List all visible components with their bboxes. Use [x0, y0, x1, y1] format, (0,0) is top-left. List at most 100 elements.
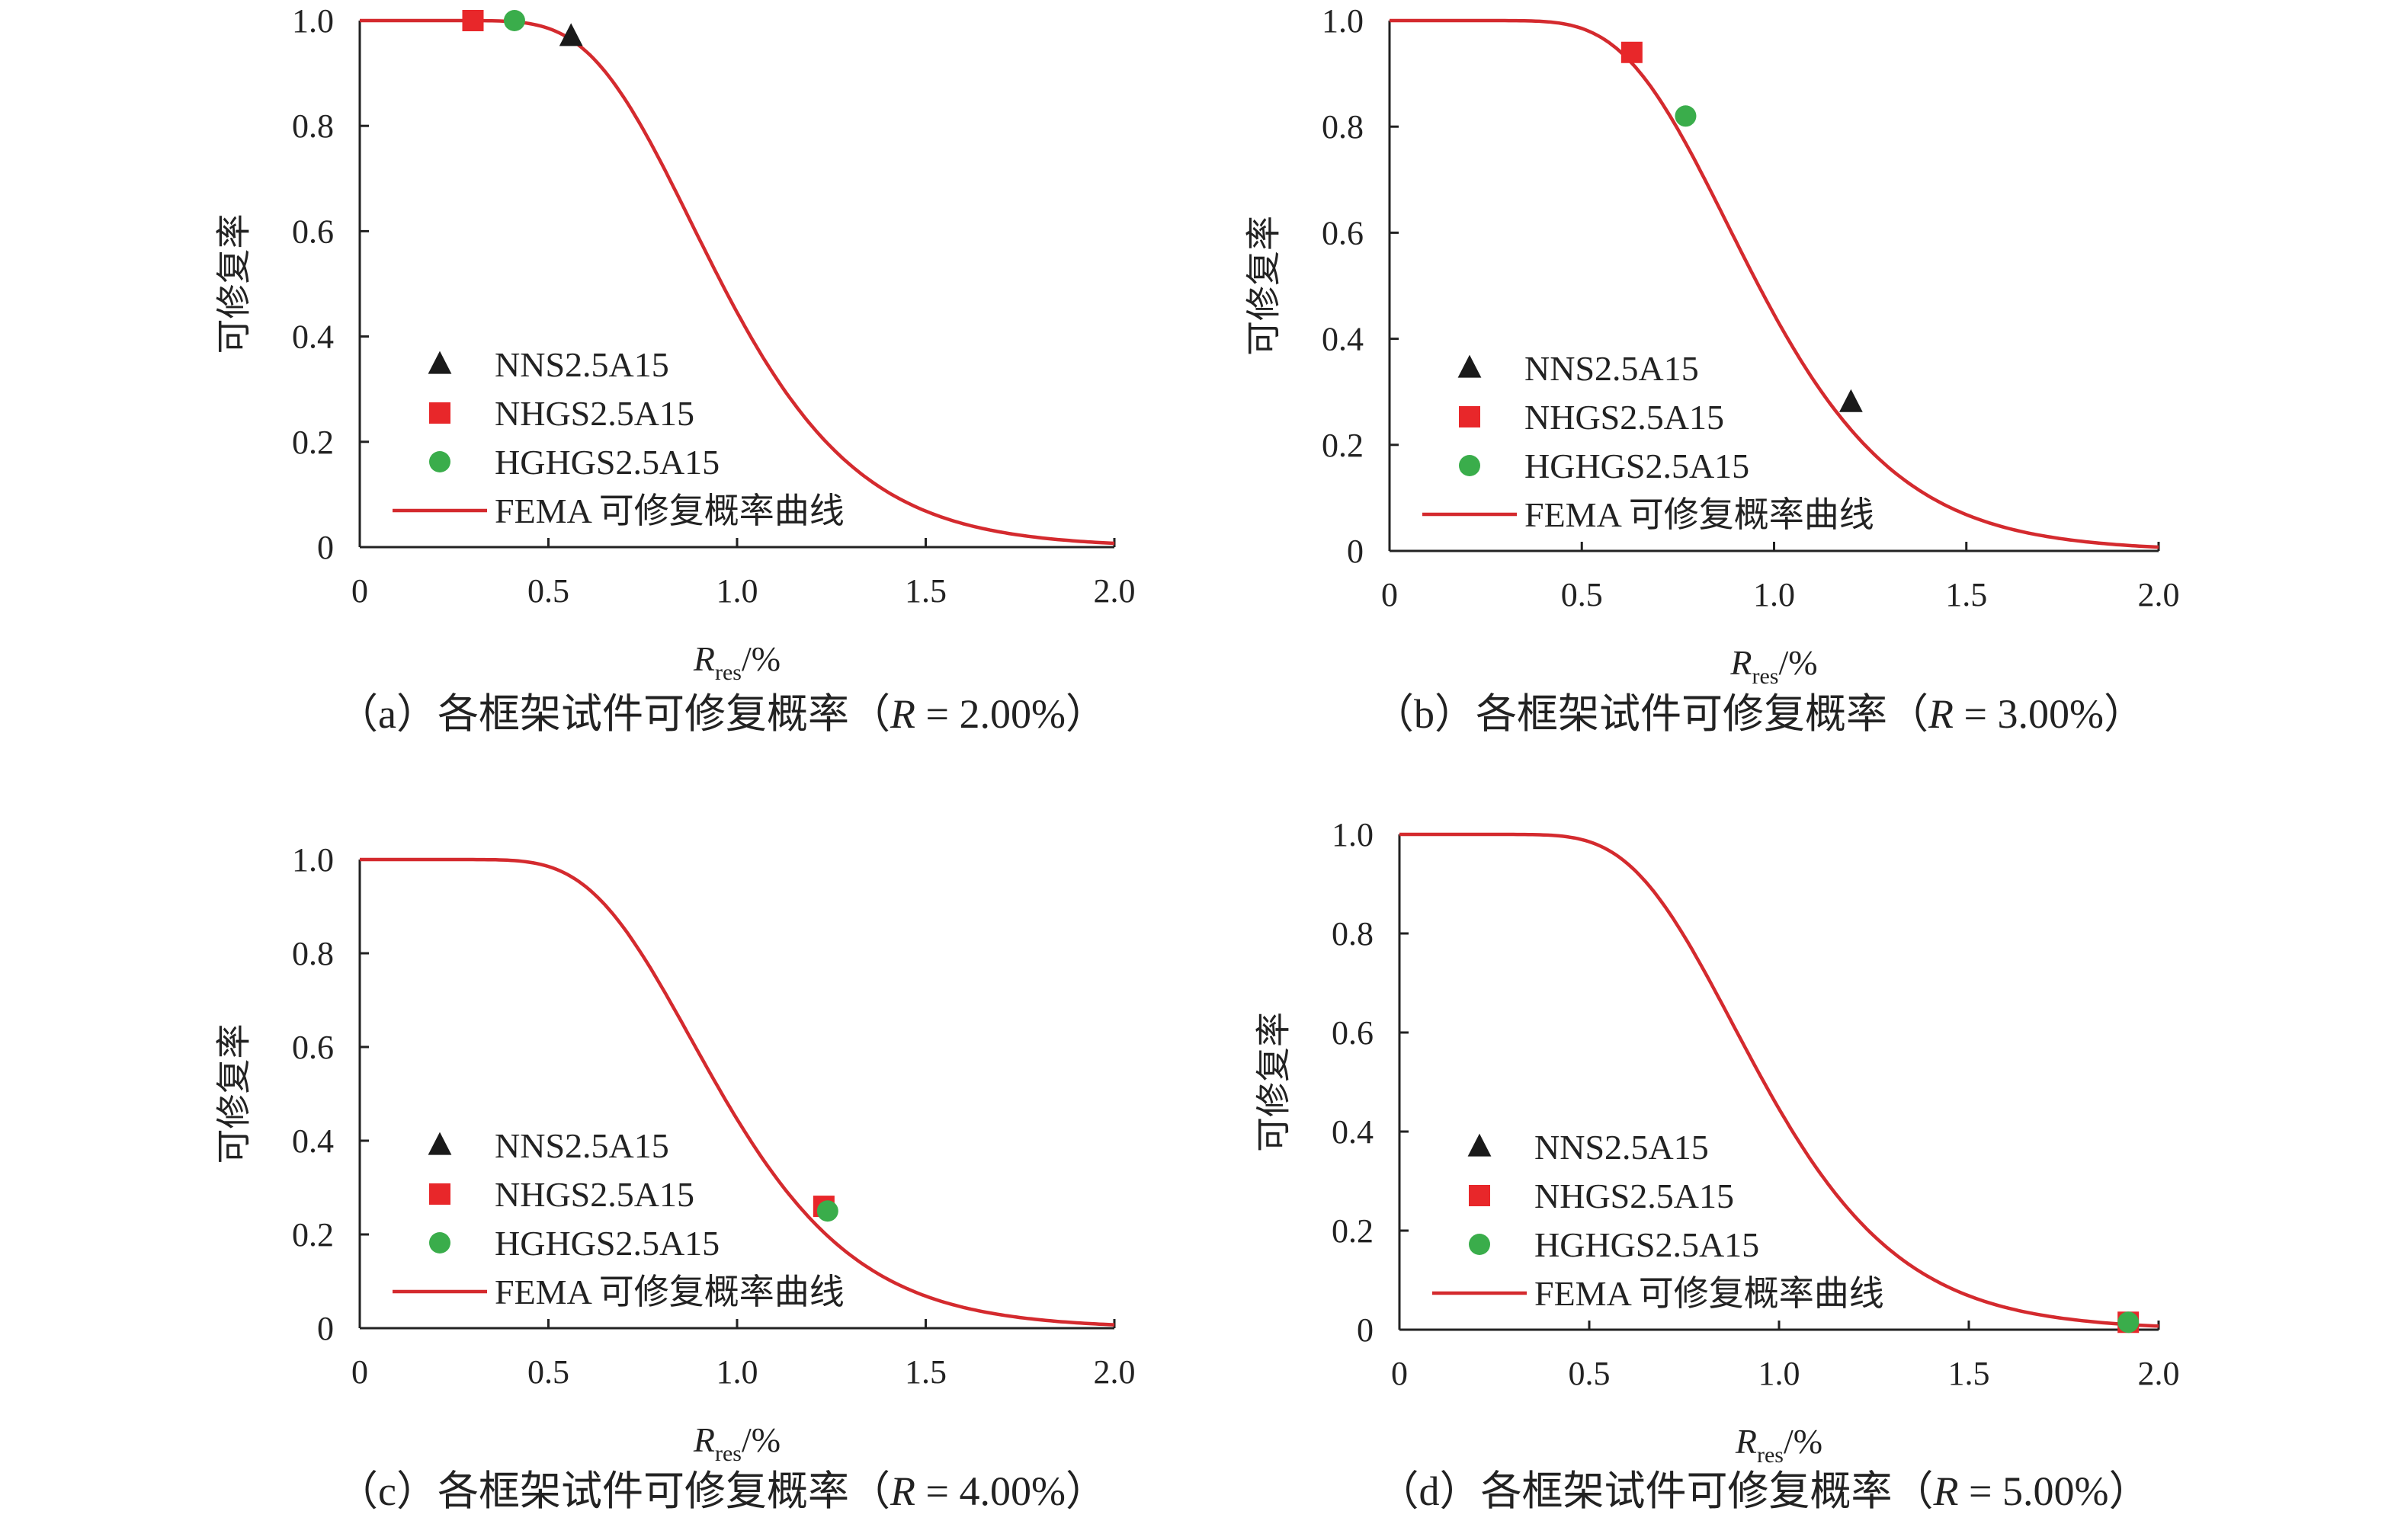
legend-label: NNS2.5A15 [495, 1126, 669, 1165]
fema-curve [1399, 832, 2159, 1328]
triangle-data-point [559, 23, 583, 46]
x-tick-label: 1.0 [1758, 1355, 1800, 1392]
y-tick-label: 0.4 [292, 319, 334, 356]
legend-triangle-swatch [1457, 354, 1482, 378]
legend-circle-swatch [429, 1232, 450, 1253]
y-tick-label: 0.2 [1332, 1212, 1374, 1250]
x-tick-label: 1.5 [1945, 576, 1987, 613]
legend-label: FEMA 可修复概率曲线 [495, 491, 845, 530]
legend-triangle-swatch [428, 351, 452, 374]
panel-caption: （d）各框架试件可修复概率（R = 5.00%） [1378, 1468, 2150, 1514]
x-tick-label: 1.0 [716, 572, 758, 610]
legend-circle-swatch [1469, 1234, 1490, 1255]
x-tick-label: 1.5 [905, 572, 947, 610]
legend-square-swatch [1459, 406, 1480, 427]
y-tick-label: 0 [317, 1310, 334, 1347]
y-tick-label: 1.0 [292, 2, 334, 40]
x-tick-label: 0.5 [527, 572, 569, 610]
x-tick-label: 1.5 [905, 1353, 947, 1391]
y-axis-label: 可修复率 [215, 214, 254, 354]
y-tick-label: 0.6 [292, 213, 334, 250]
x-axis-label: Rres/% [1735, 1422, 1822, 1468]
chart-panel-b: 0 0.2 0.4 0.6 0.8 1.0 0 0.5 1.0 1.5 2.0 可修复率 Rres/% N… [1245, 2, 2180, 737]
y-axis-label: 可修复率 [1255, 1012, 1293, 1152]
x-tick-label: 0 [1381, 576, 1398, 613]
circle-data-point [1675, 105, 1697, 127]
y-tick-label: 1.0 [292, 841, 334, 879]
legend-label: NNS2.5A15 [495, 345, 669, 384]
x-tick-label: 1.0 [716, 1353, 758, 1391]
y-tick-label: 0.6 [1322, 214, 1364, 251]
y-tick-label: 0.8 [1322, 108, 1364, 146]
circle-data-point [816, 1200, 838, 1222]
legend-circle-swatch [429, 451, 450, 472]
x-tick-label: 1.5 [1948, 1355, 1990, 1392]
y-tick-label: 0 [1357, 1311, 1374, 1349]
x-tick-label: 0 [1391, 1355, 1408, 1392]
legend-label: HGHGS2.5A15 [1534, 1225, 1759, 1264]
y-tick-label: 0.4 [292, 1122, 334, 1160]
panel-caption: （b）各框架试件可修复概率（R = 3.00%） [1373, 691, 2145, 737]
y-tick-label: 0 [317, 529, 334, 566]
y-axis-label: 可修复率 [215, 1024, 254, 1164]
circle-data-point [503, 10, 525, 31]
circle-data-point [2117, 1311, 2140, 1333]
legend-square-swatch [429, 402, 450, 424]
x-tick-label: 0.5 [527, 1353, 569, 1391]
legend-label: FEMA 可修复概率曲线 [1524, 495, 1874, 534]
y-tick-label: 0.8 [292, 107, 334, 145]
y-tick-label: 0.2 [292, 424, 334, 461]
x-axis-label: Rres/% [1729, 643, 1817, 689]
x-tick-label: 2.0 [2138, 576, 2180, 613]
legend-square-swatch [429, 1183, 450, 1205]
square-data-point [462, 10, 484, 31]
legend-square-swatch [1469, 1185, 1490, 1206]
fema-curve [360, 857, 1115, 1327]
fema-curve [360, 18, 1115, 546]
y-axis-label: 可修复率 [1245, 216, 1284, 356]
triangle-data-point [1839, 389, 1863, 412]
y-tick-label: 0.4 [1322, 321, 1364, 358]
y-tick-label: 0.8 [1332, 915, 1374, 952]
legend-triangle-swatch [1467, 1133, 1492, 1157]
x-tick-label: 2.0 [1094, 1353, 1136, 1391]
y-tick-label: 1.0 [1322, 2, 1364, 40]
x-axis-label: Rres/% [693, 639, 781, 685]
legend-label: NHGS2.5A15 [1534, 1177, 1734, 1215]
y-tick-label: 0.8 [292, 935, 334, 972]
legend-label: NNS2.5A15 [1524, 349, 1699, 388]
y-tick-label: 0.6 [292, 1029, 334, 1066]
y-tick-label: 0.4 [1332, 1113, 1374, 1151]
legend-label: FEMA 可修复概率曲线 [495, 1273, 845, 1311]
x-tick-label: 0 [351, 1353, 368, 1391]
chart-panel-d: 0 0.2 0.4 0.6 0.8 1.0 0 0.5 1.0 1.5 2.0 可修复率 Rres/% N… [1255, 816, 2180, 1514]
legend-label: HGHGS2.5A15 [495, 443, 720, 482]
y-tick-label: 0.6 [1332, 1014, 1374, 1052]
x-axis-label: Rres/% [693, 1420, 781, 1466]
x-tick-label: 0.5 [1569, 1355, 1611, 1392]
y-tick-label: 1.0 [1332, 816, 1374, 853]
x-tick-label: 2.0 [1094, 572, 1136, 610]
x-tick-label: 0 [351, 572, 368, 610]
legend-label: NHGS2.5A15 [495, 1175, 694, 1214]
x-tick-label: 0.5 [1561, 576, 1603, 613]
legend-label: NHGS2.5A15 [1524, 398, 1724, 437]
legend-label: NHGS2.5A15 [495, 394, 694, 433]
chart-panel-a: 0 0.2 0.4 0.6 0.8 1.0 0 0.5 1.0 1.5 2.0 可修复率 Rres/% N… [215, 2, 1136, 737]
legend-label: HGHGS2.5A15 [1524, 447, 1749, 485]
legend-label: HGHGS2.5A15 [495, 1224, 720, 1263]
y-tick-label: 0.2 [292, 1216, 334, 1253]
y-tick-label: 0.2 [1322, 427, 1364, 464]
square-data-point [1620, 41, 1643, 63]
legend-label: FEMA 可修复概率曲线 [1534, 1274, 1884, 1313]
panel-caption: （c）各框架试件可修复概率（R = 4.00%） [337, 1468, 1107, 1514]
legend-circle-swatch [1459, 455, 1480, 476]
panel-caption: （a）各框架试件可修复概率（R = 2.00%） [337, 691, 1107, 737]
y-tick-label: 0 [1347, 533, 1364, 570]
fema-curve [1390, 18, 2159, 549]
x-tick-label: 2.0 [2138, 1355, 2180, 1392]
legend-triangle-swatch [428, 1132, 452, 1155]
x-tick-label: 1.0 [1753, 576, 1795, 613]
legend-label: NNS2.5A15 [1534, 1128, 1709, 1167]
